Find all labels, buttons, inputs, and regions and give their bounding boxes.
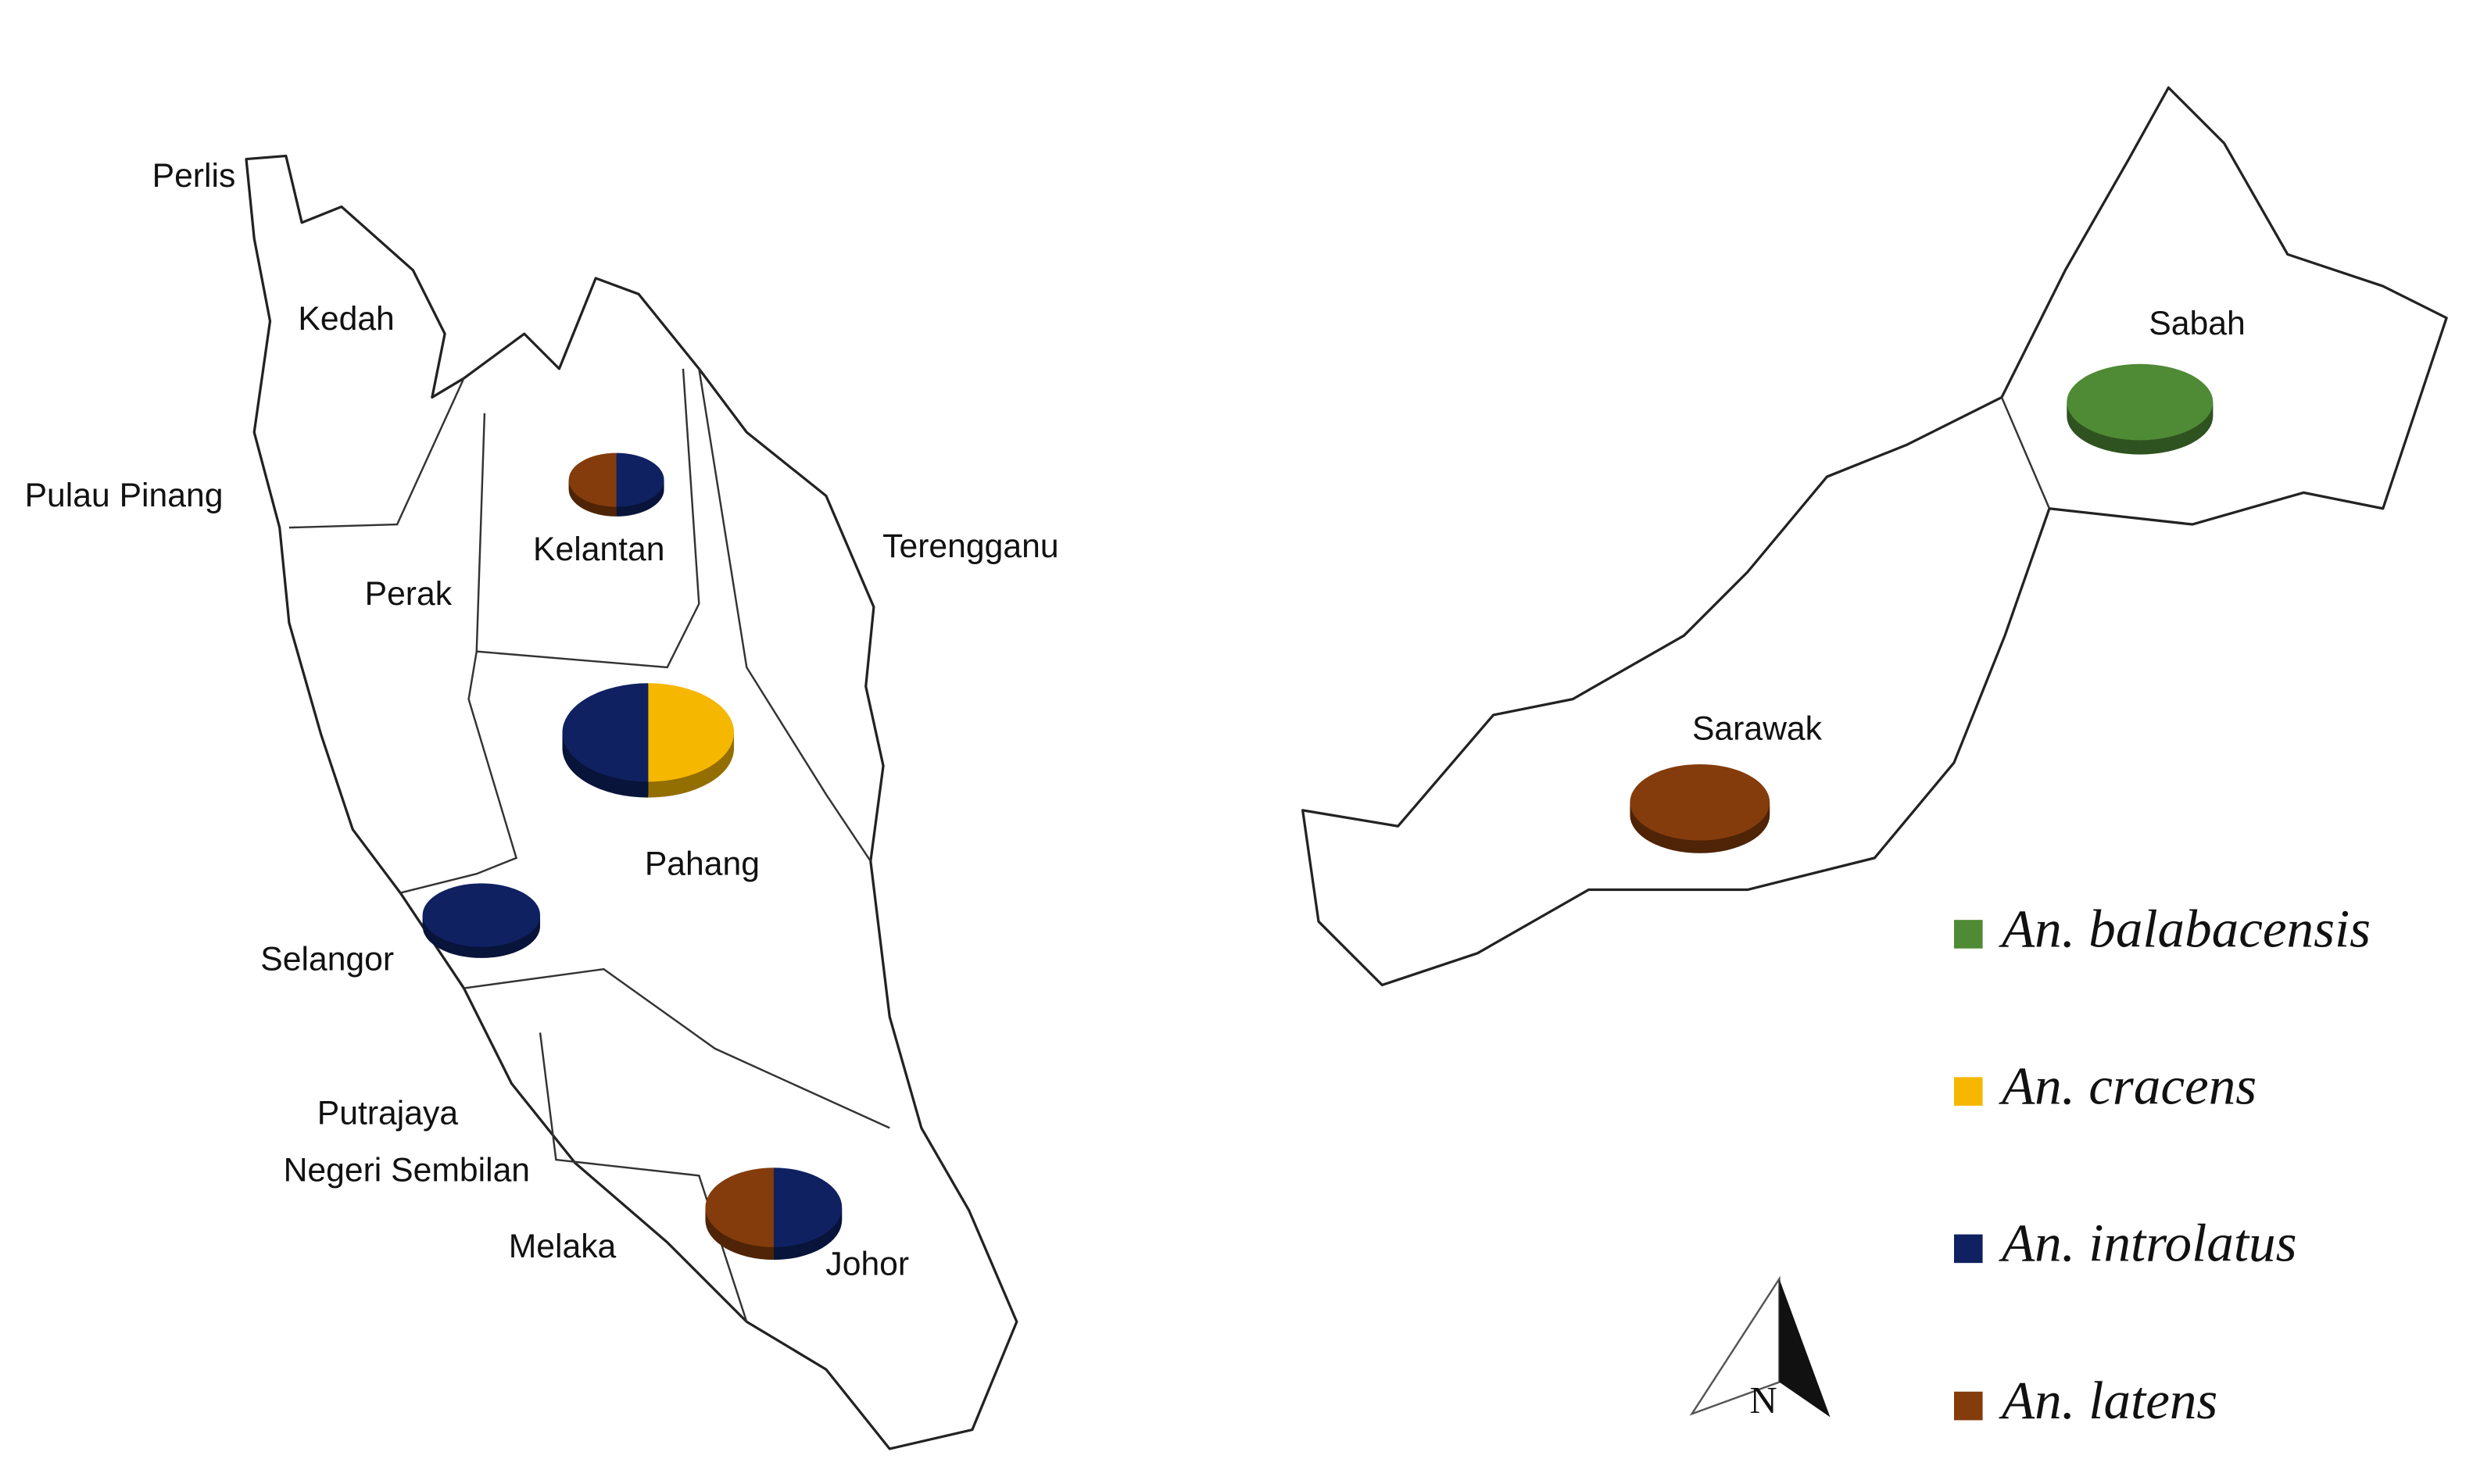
- pie-slice: [705, 1168, 774, 1247]
- pie-slice: [1630, 763, 1770, 841]
- region-label: Sarawak: [1692, 710, 1823, 748]
- pie-slice: [616, 452, 664, 507]
- region-label: Selangor: [260, 940, 394, 978]
- region-label: Sabah: [2149, 305, 2245, 342]
- pie: [705, 1168, 843, 1261]
- legend-label: An. introlatus: [1999, 1213, 2297, 1273]
- borneo-outline: [1301, 86, 2448, 987]
- region-label: Pulau Pinang: [25, 477, 224, 514]
- pie: [422, 883, 541, 958]
- region-label: Perlis: [152, 157, 236, 195]
- region-label: Putrajaya: [317, 1094, 459, 1132]
- state-border: [475, 368, 700, 669]
- state-border: [399, 651, 518, 894]
- pie-slice: [2067, 363, 2214, 441]
- state-border: [463, 967, 890, 1129]
- pie: [562, 683, 735, 798]
- borneo: [1301, 86, 2448, 987]
- legend-swatch: [1954, 920, 1983, 949]
- state-border: [539, 1032, 748, 1322]
- region-label: Perak: [365, 575, 453, 613]
- region-label: Terengganu: [882, 527, 1058, 565]
- pie: [2067, 363, 2214, 455]
- state-border: [698, 368, 871, 862]
- legend-label: An. balabacensis: [1999, 898, 2371, 958]
- region-label: Kelantan: [533, 531, 664, 568]
- legend-swatch: [1954, 1391, 1983, 1421]
- region-label: Kedah: [298, 300, 394, 338]
- peninsula: [245, 154, 1018, 1450]
- pie-slice: [422, 883, 541, 947]
- legend-swatch: [1954, 1077, 1983, 1106]
- legend-label: An. cracens: [1999, 1056, 2257, 1116]
- region-label: Negeri Sembilan: [284, 1152, 530, 1189]
- pie-slice: [773, 1168, 843, 1247]
- pie-slice: [648, 683, 735, 782]
- state-border: [288, 377, 465, 529]
- state-border: [2000, 396, 2051, 510]
- north-arrow-dark: [1779, 1278, 1831, 1418]
- region-label: Pahang: [645, 845, 760, 882]
- pie: [568, 452, 664, 517]
- region-label: Melaka: [509, 1228, 617, 1265]
- pie: [1630, 763, 1770, 853]
- peninsula-outline: [245, 154, 1018, 1450]
- legend-label: An. latens: [1999, 1370, 2217, 1430]
- pie-slice: [568, 452, 617, 507]
- legend-swatch: [1954, 1234, 1983, 1264]
- north-arrow: N: [1689, 1275, 1831, 1421]
- north-label: N: [1749, 1379, 1777, 1421]
- region-label: Johor: [825, 1246, 909, 1283]
- pie-slice: [562, 683, 649, 782]
